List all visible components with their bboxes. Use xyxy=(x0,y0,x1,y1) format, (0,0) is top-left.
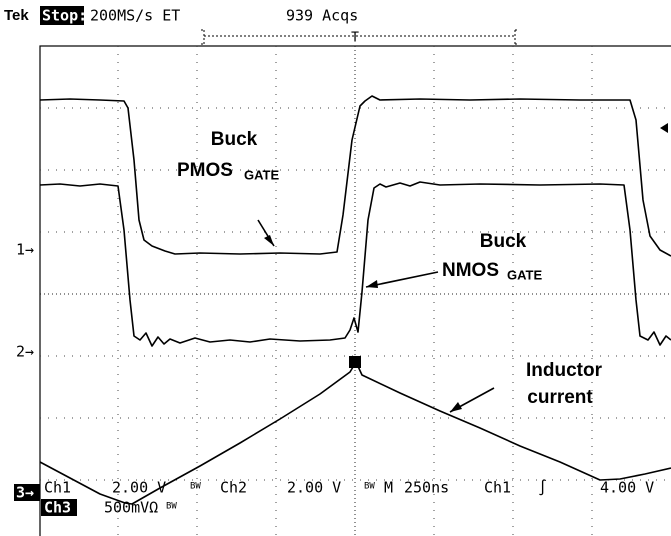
status-ch2-scale: 2.00 V xyxy=(287,479,341,497)
acquisitions: 939 Acqs xyxy=(286,7,358,25)
pmos-subscript: GATE xyxy=(244,167,279,182)
trigger-level-marker xyxy=(660,123,668,133)
status-ch1-bw: BW xyxy=(190,482,201,492)
status-time-mode: M xyxy=(384,479,393,497)
sample-rate: 200MS/s ET xyxy=(90,7,180,25)
inductor-label-1: Inductor xyxy=(526,360,603,381)
pmos-arrowhead xyxy=(264,235,274,246)
ch3-badge xyxy=(41,499,77,516)
status-ch1: Ch1 xyxy=(44,479,71,497)
status-ch1-scale: 2.00 V xyxy=(112,479,166,497)
trace-nmos-gate xyxy=(39,181,671,347)
state-badge xyxy=(40,6,84,25)
status-ch3-scale: 500mVΩ xyxy=(104,499,158,517)
ch1-marker: 1→ xyxy=(16,241,34,259)
nmos-arrow xyxy=(365,271,439,288)
status-trig-source: Ch1 xyxy=(484,479,511,497)
status-trig-slope: ∫ xyxy=(538,479,547,497)
graticule xyxy=(39,45,671,536)
nmos-arrowhead xyxy=(366,280,378,288)
nmos-label-1: Buck xyxy=(480,231,527,252)
status-time-scale: 250ns xyxy=(404,479,449,497)
pmos-label-2: PMOS xyxy=(177,160,233,181)
trace-pmos-gate xyxy=(39,95,671,257)
ch2-marker: 2→ xyxy=(16,343,34,361)
acq-state: Stop: xyxy=(42,7,87,25)
nmos-subscript: GATE xyxy=(507,267,542,282)
trigger-point xyxy=(349,356,361,368)
center-axes xyxy=(40,46,671,536)
nmos-label-2: NMOS xyxy=(442,260,499,281)
inductor-label-2: current xyxy=(527,387,593,408)
brand: Tek xyxy=(4,7,29,24)
status-ch3: Ch3 xyxy=(44,499,71,517)
trigger-position: T xyxy=(351,31,359,46)
ch3-marker-badge xyxy=(14,484,40,501)
inductor-arrowhead xyxy=(450,402,462,412)
status-ch2-bw: BW xyxy=(364,482,375,492)
status-ch2: Ch2 xyxy=(220,479,247,497)
ch3-marker: 3→ xyxy=(16,484,34,502)
pmos-label-1: Buck xyxy=(211,129,258,150)
status-trig-level: 4.00 V xyxy=(600,479,654,497)
status-ch3-bw: BW xyxy=(166,502,177,512)
screen-border xyxy=(39,45,671,536)
record-bracket xyxy=(201,29,518,45)
